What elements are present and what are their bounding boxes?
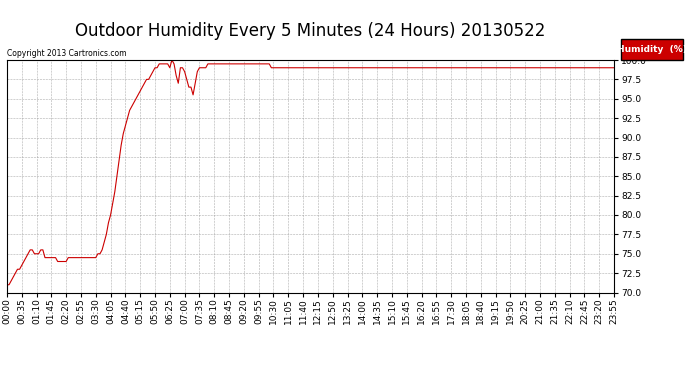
Text: Outdoor Humidity Every 5 Minutes (24 Hours) 20130522: Outdoor Humidity Every 5 Minutes (24 Hou… [75,22,546,40]
Text: Humidity  (%): Humidity (%) [617,45,687,54]
Text: Copyright 2013 Cartronics.com: Copyright 2013 Cartronics.com [7,49,126,58]
